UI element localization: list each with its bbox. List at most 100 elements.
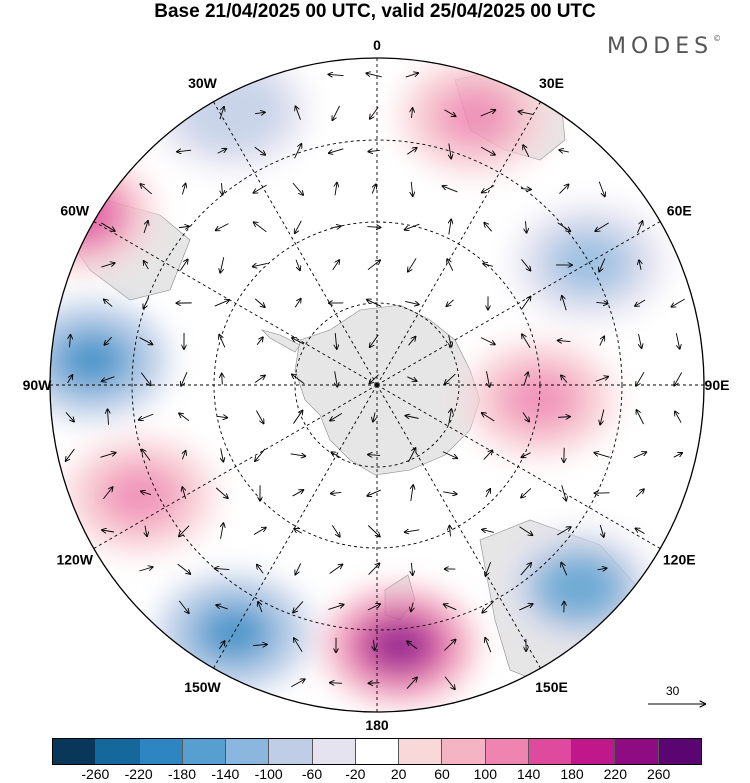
wind-vector [674, 372, 683, 385]
wind-vector [253, 262, 268, 266]
wind-vector [635, 299, 646, 306]
antarctica-landmass [294, 304, 481, 476]
colorbar-swatch [182, 739, 227, 764]
wind-vector [100, 453, 115, 458]
colorbar-tick-label: -60 [301, 766, 323, 782]
meridian-line [213, 101, 378, 386]
wind-vector [525, 221, 526, 233]
wind-vectors [66, 73, 685, 689]
wind-vector [181, 371, 188, 386]
wind-vector [485, 638, 492, 653]
wind-vector [140, 184, 152, 195]
wind-vector [595, 222, 609, 231]
wind-vector [102, 530, 115, 532]
wind-vector [405, 416, 419, 419]
wind-vector [255, 448, 266, 461]
wind-vector [368, 563, 380, 575]
wind-vector [182, 451, 185, 460]
wind-vector [411, 602, 413, 612]
colorbar-swatch [658, 739, 701, 764]
meridian-line [376, 101, 541, 386]
wind-vector [595, 377, 608, 382]
wind-vector [485, 489, 490, 498]
wind-vector [596, 302, 607, 303]
wind-vector [145, 525, 147, 537]
wind-vector [557, 527, 570, 536]
wind-vector [562, 296, 567, 311]
wind-vector [367, 604, 380, 611]
colorbar [52, 738, 702, 765]
wind-vector [521, 189, 531, 190]
wind-vector [256, 337, 263, 345]
wind-vector [332, 105, 340, 120]
colorbar-tick-label: -220 [124, 766, 153, 782]
colorbar-tick-label: -100 [254, 766, 283, 782]
wind-vector [639, 333, 642, 348]
wind-vector [444, 109, 455, 117]
wind-vector [367, 525, 380, 536]
wind-vector [411, 485, 413, 501]
wind-vector [521, 452, 531, 458]
colorbar-tick-label: -260 [81, 766, 110, 782]
wind-vector [446, 299, 454, 306]
longitude-label: 30E [539, 75, 564, 91]
colorbar-swatch [572, 739, 616, 764]
wind-vector [522, 334, 531, 348]
colorbar-swatch [528, 739, 573, 764]
wind-vector [254, 222, 267, 233]
colorbar-tick-label: 180 [560, 766, 584, 782]
longitude-label: 120W [56, 552, 93, 568]
wind-vector [104, 299, 113, 307]
wind-vector [561, 485, 566, 500]
wind-vector [330, 683, 343, 684]
wind-vector [407, 148, 416, 155]
wind-vector [636, 371, 645, 386]
wind-vector [178, 600, 188, 613]
longitude-label: 150W [184, 679, 221, 695]
wind-vector [480, 146, 495, 155]
wind-vector [597, 568, 607, 570]
wind-vector [558, 417, 570, 418]
wind-vector [373, 412, 375, 421]
wind-vector [182, 487, 185, 500]
wind-vector [407, 376, 416, 381]
wind-vector [221, 183, 222, 195]
wind-vector [217, 149, 227, 154]
wind-vector [216, 223, 229, 231]
colorbar-swatch [312, 739, 356, 764]
wind-vector [143, 221, 148, 234]
wind-vector [449, 335, 452, 347]
wind-vector [335, 371, 338, 386]
anomaly-contour [364, 618, 435, 673]
wind-vector [177, 563, 191, 574]
wind-vector [675, 333, 679, 349]
meridian-line [93, 221, 378, 386]
colorbar-tick-label: 60 [434, 766, 450, 782]
wind-vector [444, 676, 455, 690]
wind-vector [405, 223, 420, 230]
wind-vector [521, 488, 532, 497]
colorbar-tick-label: 100 [473, 766, 498, 782]
longitude-labels: 0 30E 60E 90E 120E 150E 180 150W 120W 90W 60W 30W [23, 37, 730, 733]
wind-vector [103, 487, 112, 500]
wind-vector [293, 410, 302, 424]
wind-vector [523, 372, 528, 386]
wind-vector [335, 333, 337, 349]
longitude-label: 120E [663, 552, 696, 568]
wind-vector [335, 183, 337, 196]
wind-vector [328, 605, 343, 610]
wind-vector [144, 261, 149, 270]
wind-vector [218, 641, 224, 650]
colorbar-swatch [399, 739, 443, 764]
wind-vector [292, 490, 304, 497]
latitude-circle-60S [131, 139, 623, 631]
wind-vector [215, 487, 228, 498]
wind-vector [257, 565, 264, 574]
wind-vector [101, 222, 114, 231]
wind-vector [222, 374, 223, 385]
wind-vector [295, 220, 302, 233]
wind-vector [290, 454, 306, 456]
wind-vector [328, 74, 344, 75]
wind-vector [179, 525, 190, 537]
wind-vector [295, 563, 302, 574]
